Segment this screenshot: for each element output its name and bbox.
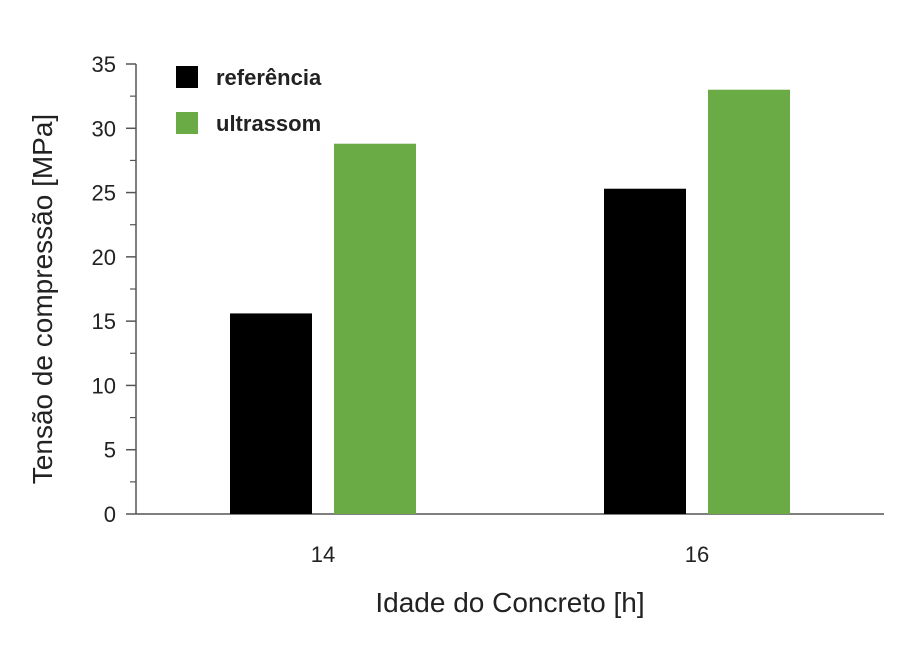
bar-ultrassom-16 <box>708 89 790 514</box>
y-tick-label: 5 <box>104 438 116 463</box>
y-tick-label: 20 <box>92 245 116 270</box>
y-axis: 0 5 10 15 20 25 30 35 <box>92 52 137 527</box>
x-axis-title: Idade do Concreto [h] <box>375 587 644 618</box>
bar-referencia-14 <box>230 313 312 514</box>
y-tick-label: 25 <box>92 181 116 206</box>
legend-swatch <box>176 66 198 88</box>
legend: referência ultrassom <box>176 65 322 136</box>
x-tick-label: 16 <box>685 542 709 567</box>
y-tick-label: 10 <box>92 373 116 398</box>
legend-label: referência <box>216 65 322 90</box>
legend-label: ultrassom <box>216 111 321 136</box>
y-tick-label: 15 <box>92 309 116 334</box>
y-axis-title: Tensão de compressão [MPa] <box>27 114 58 484</box>
x-axis: 14 16 <box>136 513 884 567</box>
bar-ultrassom-14 <box>334 143 416 514</box>
y-tick-label: 35 <box>92 52 116 77</box>
x-tick-label: 14 <box>311 542 335 567</box>
y-tick-label: 30 <box>92 116 116 141</box>
y-tick-label: 0 <box>104 502 116 527</box>
bars <box>230 89 790 514</box>
bar-referencia-16 <box>604 188 686 514</box>
legend-swatch <box>176 112 198 134</box>
